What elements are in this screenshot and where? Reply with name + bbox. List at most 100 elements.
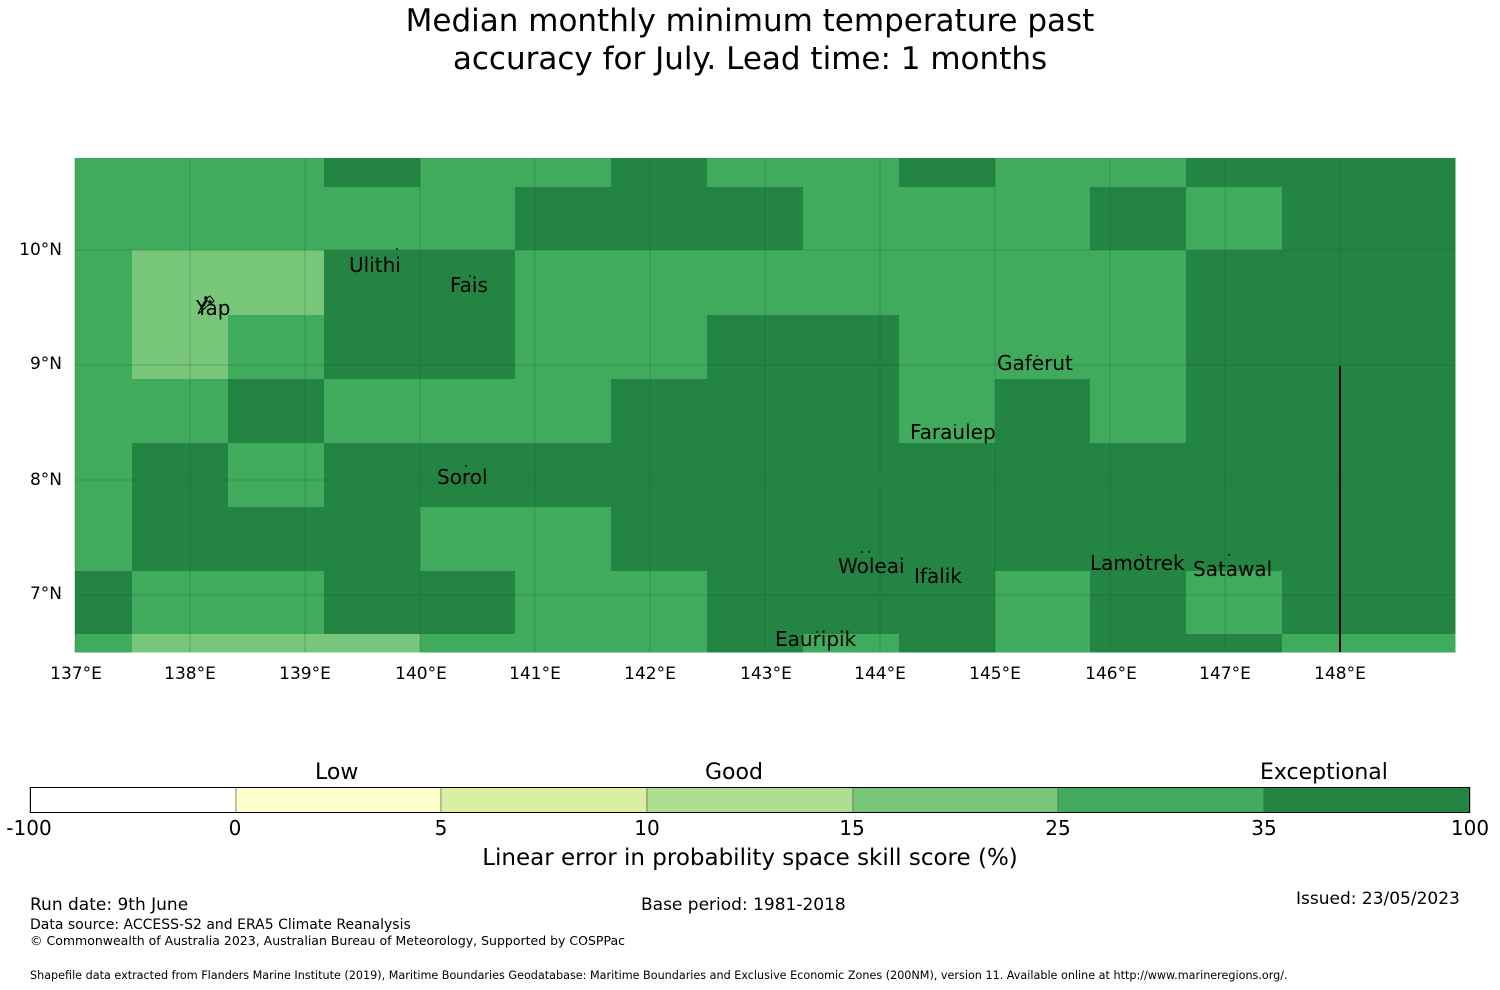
lat-tick-8n: 8°N <box>29 470 62 490</box>
skill-cell <box>803 634 899 652</box>
skill-cell <box>228 507 325 572</box>
skill-cell <box>899 571 996 635</box>
skill-cell <box>420 187 516 251</box>
skill-cell <box>803 187 900 251</box>
skill-cell <box>803 250 900 316</box>
skill-cell <box>803 315 900 380</box>
colorbar-segment <box>1057 787 1265 813</box>
skill-cell <box>707 443 804 508</box>
skill-cell <box>228 571 325 635</box>
skill-cell <box>228 187 325 251</box>
skill-cell <box>420 507 516 572</box>
skill-cell <box>803 507 900 572</box>
skill-cell <box>75 571 133 635</box>
colorbar-segment <box>440 787 648 813</box>
place-label-ifalik: Ifalik <box>914 564 962 588</box>
skill-cell <box>132 250 229 316</box>
skill-cell <box>324 507 421 572</box>
place-label-gaferut: Gaferut <box>997 351 1073 375</box>
skill-cell <box>515 187 612 251</box>
skill-cell <box>1186 187 1283 251</box>
colorbar-tick-0: 0 <box>228 816 242 840</box>
skill-cell <box>611 158 708 188</box>
skill-cell <box>132 379 229 444</box>
skill-cell <box>899 443 996 508</box>
skill-cell <box>1186 507 1283 572</box>
skill-cell <box>611 379 708 444</box>
lat-tick-9n: 9°N <box>29 354 62 374</box>
skill-cell <box>324 379 421 444</box>
shapefile-credit: Shapefile data extracted from Flanders M… <box>30 969 1288 982</box>
skill-cell <box>995 507 1091 572</box>
skill-map <box>74 158 1456 653</box>
skill-cell <box>1282 443 1379 508</box>
skill-cell <box>803 443 900 508</box>
skill-cell <box>995 634 1091 653</box>
island-dots <box>396 248 1230 633</box>
skill-cell <box>1090 187 1187 251</box>
colorbar-label: Linear error in probability space skill … <box>482 845 1018 871</box>
title-line-2: accuracy for July. Lead time: 1 months <box>452 41 1048 77</box>
skill-cell <box>899 379 996 444</box>
skill-cell <box>75 315 133 380</box>
skill-cell <box>707 315 804 380</box>
place-label-yap: Yap <box>196 296 231 320</box>
place-label-eauripik: Eauripik <box>775 627 857 651</box>
skill-cell <box>995 443 1091 508</box>
skill-cell <box>515 443 612 508</box>
skill-cell <box>515 571 612 635</box>
skill-cell <box>420 315 516 380</box>
skill-cell <box>75 507 133 572</box>
colorbar-segment <box>29 787 237 813</box>
skill-cell <box>995 250 1091 316</box>
skill-cell <box>1186 315 1283 380</box>
colorbar-tick-5: 5 <box>434 816 448 840</box>
colorbar-category-exceptional: Exceptional <box>1260 760 1388 785</box>
skill-cell <box>420 158 516 188</box>
skill-cell <box>803 158 900 188</box>
place-label-woleai: Woleai <box>838 554 905 578</box>
skill-cell <box>1378 507 1456 572</box>
skill-cell <box>1378 634 1456 653</box>
skill-cell <box>75 379 133 444</box>
lon-tick-138e: 138°E <box>164 664 216 684</box>
skill-cell <box>228 634 325 653</box>
skill-cell <box>995 379 1091 444</box>
skill-cell <box>1186 158 1283 188</box>
skill-cell <box>611 250 708 316</box>
skill-cell <box>899 315 996 380</box>
skill-cell <box>515 379 612 444</box>
lon-tick-142e: 142°E <box>624 664 676 684</box>
skill-cell <box>899 187 996 251</box>
skill-cell <box>1282 571 1379 635</box>
skill-cell <box>132 634 229 653</box>
skill-cell <box>228 250 325 316</box>
skill-cell <box>1282 187 1379 251</box>
colorbar-tick-25: 25 <box>1045 816 1071 840</box>
lon-tick-146e: 146°E <box>1085 664 1137 684</box>
colorbar <box>29 787 1471 813</box>
base-period: Base period: 1981-2018 <box>641 895 846 915</box>
map-title: Median monthly minimum temperature past … <box>0 2 1500 78</box>
skill-cell <box>420 250 516 316</box>
lon-tick-143e: 143°E <box>740 664 792 684</box>
skill-cell <box>75 443 133 508</box>
skill-cell <box>995 315 1091 380</box>
colorbar-segment <box>235 787 442 813</box>
skill-cell <box>75 634 133 653</box>
place-label-faraulep: Faraulep <box>910 420 996 444</box>
skill-cell <box>1378 443 1456 508</box>
skill-cell <box>1282 507 1379 572</box>
skill-cell <box>899 250 996 316</box>
skill-cell <box>228 443 325 508</box>
skill-cell <box>1378 187 1456 251</box>
skill-cell <box>707 158 804 188</box>
skill-cell <box>515 250 612 316</box>
skill-grid-cells <box>75 158 1456 653</box>
skill-cell <box>1282 250 1379 316</box>
skill-cell <box>324 250 421 316</box>
skill-cell <box>515 507 612 572</box>
skill-cell <box>1378 158 1456 188</box>
colorbar-frame <box>30 787 1470 813</box>
skill-cell <box>324 443 421 508</box>
